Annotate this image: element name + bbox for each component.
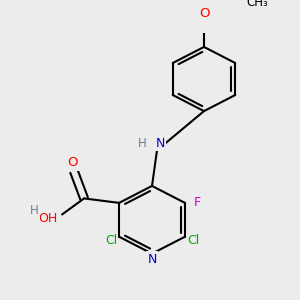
Text: N: N [147, 253, 157, 266]
Text: O: O [199, 7, 209, 20]
Text: O: O [67, 156, 77, 169]
Text: H: H [138, 137, 146, 150]
Text: H: H [30, 204, 38, 218]
Text: N: N [155, 137, 165, 150]
Text: OH: OH [38, 212, 58, 224]
Text: Cl: Cl [105, 234, 117, 247]
Text: Cl: Cl [187, 234, 199, 247]
Text: F: F [193, 196, 200, 209]
Text: CH₃: CH₃ [246, 0, 268, 9]
